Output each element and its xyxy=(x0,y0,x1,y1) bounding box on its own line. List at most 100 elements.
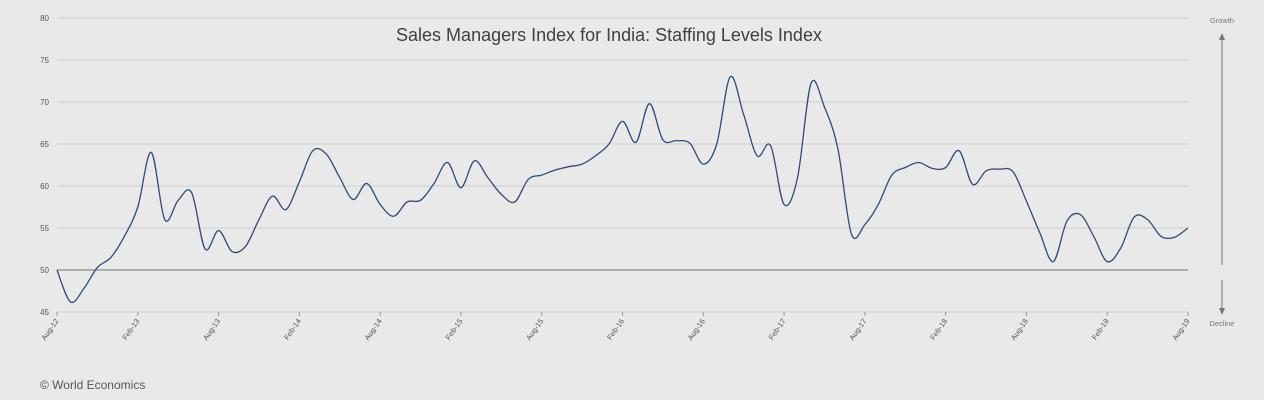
data-point xyxy=(1173,236,1175,238)
data-point xyxy=(217,229,219,231)
data-point xyxy=(648,102,650,104)
data-point xyxy=(56,269,58,271)
data-point xyxy=(567,165,569,167)
data-point xyxy=(662,139,664,141)
data-point xyxy=(810,82,812,84)
y-tick-label: 55 xyxy=(40,224,49,233)
data-point xyxy=(204,248,206,250)
data-point xyxy=(554,169,556,171)
data-point xyxy=(891,174,893,176)
data-point xyxy=(285,208,287,210)
data-point xyxy=(742,113,744,115)
data-point xyxy=(298,181,300,183)
data-point xyxy=(1012,171,1014,173)
growth-decline-axis: Growth Decline xyxy=(1209,16,1234,328)
y-tick-label: 80 xyxy=(40,14,49,23)
data-point xyxy=(110,256,112,258)
y-tick-label: 65 xyxy=(40,140,49,149)
x-tick-label: Aug-18 xyxy=(1009,317,1030,342)
data-point xyxy=(231,250,233,252)
data-point xyxy=(877,203,879,205)
x-tick-label: Aug-19 xyxy=(1170,317,1191,342)
copyright-text: © World Economics xyxy=(40,378,146,392)
data-point xyxy=(339,176,341,178)
data-point xyxy=(487,176,489,178)
data-point xyxy=(689,142,691,144)
y-tick-label: 70 xyxy=(40,98,49,107)
data-point xyxy=(460,186,462,188)
series-layer xyxy=(56,75,1189,304)
data-point xyxy=(244,245,246,247)
data-point xyxy=(769,144,771,146)
growth-label: Growth xyxy=(1210,16,1234,25)
data-point xyxy=(541,174,543,176)
data-point xyxy=(1160,235,1162,237)
data-point xyxy=(864,223,866,225)
data-point xyxy=(796,176,798,178)
data-point xyxy=(312,150,314,152)
x-tick-label: Feb-19 xyxy=(1090,317,1111,342)
y-tick-label: 75 xyxy=(40,56,49,65)
data-point xyxy=(1039,232,1041,234)
data-point xyxy=(406,201,408,203)
data-point xyxy=(271,195,273,197)
up-arrow-icon xyxy=(1219,33,1225,40)
x-axis-ticks: Aug-12 Feb-13 Aug-13 Feb-14 Aug-14 Feb-15 Aug-… xyxy=(39,312,1192,342)
decline-label: Decline xyxy=(1209,319,1234,328)
data-point xyxy=(837,148,839,150)
data-point xyxy=(379,203,381,205)
x-tick-label: Aug-12 xyxy=(39,317,60,342)
data-point xyxy=(958,150,960,152)
data-point xyxy=(190,192,192,194)
data-point xyxy=(608,143,610,145)
x-tick-label: Feb-13 xyxy=(120,317,141,342)
data-point xyxy=(729,76,731,78)
data-point xyxy=(473,160,475,162)
data-point xyxy=(69,301,71,303)
data-point xyxy=(635,141,637,143)
data-point xyxy=(137,206,139,208)
data-point xyxy=(83,287,85,289)
data-point xyxy=(998,168,1000,170)
data-point xyxy=(500,193,502,195)
data-point xyxy=(904,166,906,168)
data-point xyxy=(1025,200,1027,202)
data-point xyxy=(419,199,421,201)
x-tick-label: Aug-17 xyxy=(847,317,868,342)
data-point xyxy=(702,163,704,165)
x-tick-label: Feb-18 xyxy=(928,317,949,342)
data-point xyxy=(675,139,677,141)
chart-title: Sales Managers Index for India: Staffing… xyxy=(396,25,822,45)
data-point xyxy=(177,199,179,201)
down-arrow-icon xyxy=(1219,308,1225,315)
data-point xyxy=(581,163,583,165)
data-point xyxy=(1106,260,1108,262)
data-point xyxy=(164,218,166,220)
x-tick-label: Feb-16 xyxy=(605,317,626,342)
data-point xyxy=(1133,216,1135,218)
data-point xyxy=(918,161,920,163)
data-point xyxy=(985,170,987,172)
data-point xyxy=(514,201,516,203)
y-axis-ticks: 45 50 55 60 65 70 75 80 xyxy=(40,14,49,317)
data-point xyxy=(971,183,973,185)
series-line xyxy=(56,75,1189,304)
data-point xyxy=(123,235,125,237)
data-point xyxy=(446,161,448,163)
data-point xyxy=(325,153,327,155)
data-point xyxy=(365,182,367,184)
data-point xyxy=(944,166,946,168)
grid-lines xyxy=(57,17,1188,313)
data-point xyxy=(527,178,529,180)
x-tick-label: Aug-15 xyxy=(524,317,545,342)
data-point xyxy=(823,106,825,108)
data-point xyxy=(756,155,758,157)
data-point xyxy=(392,215,394,217)
y-tick-label: 45 xyxy=(40,308,49,317)
data-point xyxy=(850,233,852,235)
x-tick-label: Feb-15 xyxy=(444,317,465,342)
data-point xyxy=(433,182,435,184)
x-tick-label: Aug-14 xyxy=(363,317,384,342)
data-point xyxy=(352,198,354,200)
data-point xyxy=(1146,218,1148,220)
